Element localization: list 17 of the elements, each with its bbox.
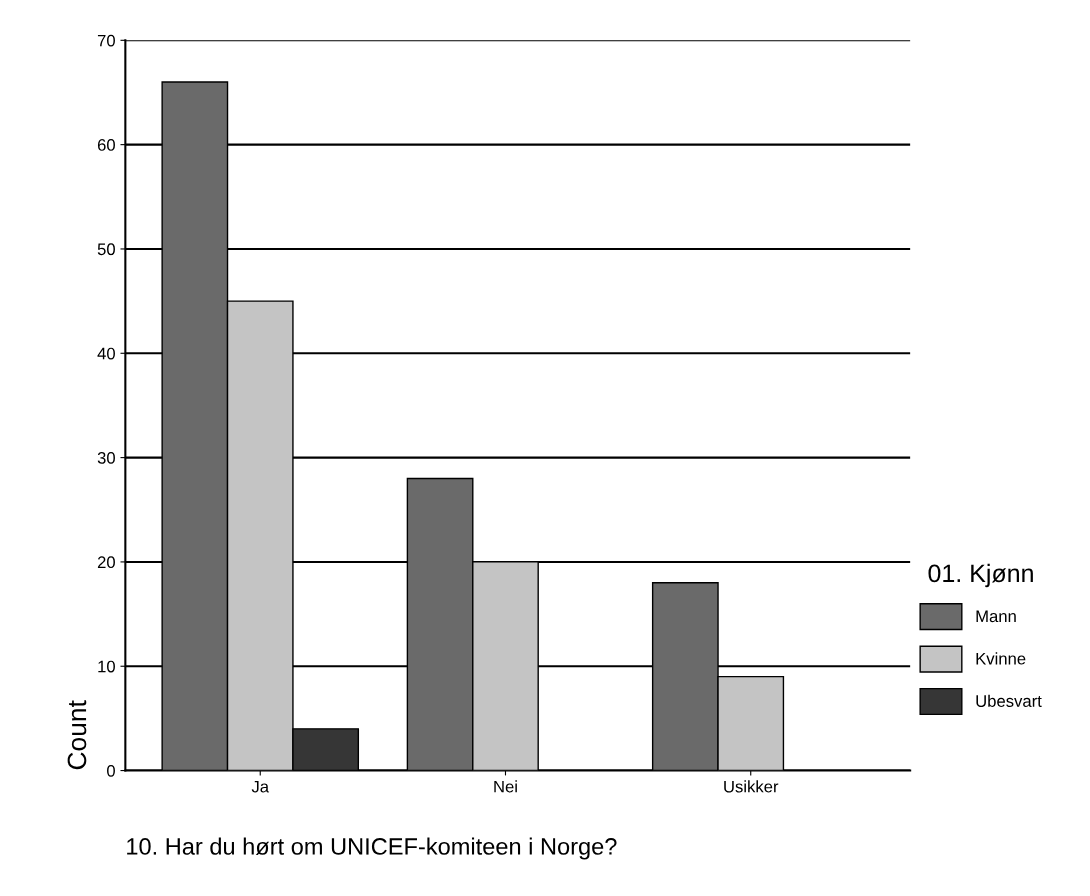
x-tick-label: Usikker: [724, 780, 779, 793]
x-tick-label: Nei: [494, 780, 517, 793]
y-tick-label: 40: [97, 347, 115, 360]
legend-title: 01. Kjønn: [928, 563, 1033, 588]
y-axis-title: Count: [67, 700, 87, 770]
x-axis-title: 10. Har du hørt om UNICEF-komiteen i Norge?: [127, 837, 617, 860]
y-tick-label: 30: [97, 452, 115, 464]
x-tick-label: Ja: [251, 780, 270, 793]
y-tick-label: 70: [97, 34, 115, 47]
y-tick-label: 10: [98, 660, 115, 673]
y-tick-label: 60: [97, 139, 115, 151]
y-tick-label: 50: [97, 243, 115, 256]
legend-label: Mann: [976, 610, 1016, 623]
y-tick-label: 0: [107, 764, 115, 777]
y-tick-label: 20: [97, 556, 115, 569]
legend-label: Kvinne: [976, 652, 1026, 665]
legend-label: Ubesvart: [976, 694, 1042, 707]
